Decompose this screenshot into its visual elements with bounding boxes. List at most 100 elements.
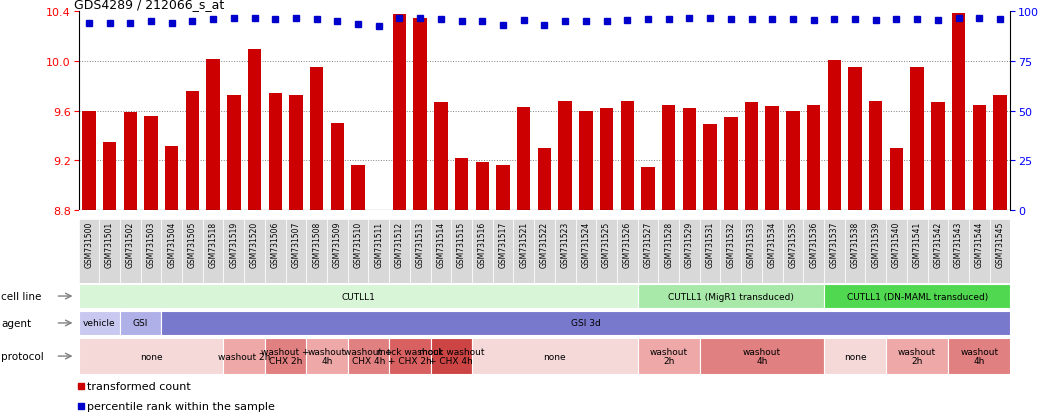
Bar	[638, 284, 824, 309]
Bar	[827, 61, 841, 211]
Bar	[928, 219, 949, 283]
Bar	[223, 219, 244, 283]
Text: GSM731509: GSM731509	[333, 221, 342, 268]
Text: GSM731508: GSM731508	[312, 221, 321, 267]
Text: GSM731521: GSM731521	[519, 221, 529, 267]
Bar	[493, 219, 513, 283]
Bar	[286, 219, 307, 283]
Bar	[248, 50, 262, 211]
Bar	[699, 219, 720, 283]
Bar	[496, 166, 510, 211]
Text: CUTLL1: CUTLL1	[341, 292, 375, 301]
Text: GSM731526: GSM731526	[623, 221, 631, 267]
Bar	[203, 219, 223, 283]
Text: washout
2h: washout 2h	[649, 347, 688, 366]
Text: GSM731500: GSM731500	[85, 221, 93, 268]
Bar	[848, 68, 862, 211]
Bar	[124, 113, 137, 211]
Bar	[869, 102, 883, 211]
Text: washout
4h: washout 4h	[742, 347, 781, 366]
Text: GSM731516: GSM731516	[477, 221, 487, 267]
Bar	[845, 219, 866, 283]
Text: vehicle: vehicle	[83, 319, 115, 328]
Text: agent: agent	[1, 318, 31, 328]
Bar	[451, 219, 472, 283]
Text: mock washout
+ CHX 2h: mock washout + CHX 2h	[377, 347, 443, 366]
Text: GSM731534: GSM731534	[767, 221, 777, 268]
Text: GSM731532: GSM731532	[727, 221, 735, 267]
Bar	[949, 219, 968, 283]
Text: none: none	[543, 352, 566, 361]
Bar	[596, 219, 617, 283]
Bar	[389, 339, 430, 374]
Bar	[352, 166, 364, 211]
Text: GSM731536: GSM731536	[809, 221, 818, 268]
Bar	[268, 94, 282, 211]
Bar	[803, 219, 824, 283]
Bar	[907, 219, 928, 283]
Text: GSM731539: GSM731539	[871, 221, 881, 268]
Bar	[641, 167, 654, 211]
Text: GSM731538: GSM731538	[850, 221, 860, 267]
Text: GSM731533: GSM731533	[747, 221, 756, 268]
Text: washout
4h: washout 4h	[960, 347, 999, 366]
Bar	[161, 219, 182, 283]
Bar	[513, 219, 534, 283]
Bar	[182, 219, 203, 283]
Text: GSM731531: GSM731531	[706, 221, 715, 267]
Text: GSM731528: GSM731528	[664, 221, 673, 267]
Bar	[765, 107, 779, 211]
Bar	[886, 339, 949, 374]
Bar	[931, 103, 944, 211]
Text: GSM731544: GSM731544	[975, 221, 984, 268]
Text: GSM731502: GSM731502	[126, 221, 135, 267]
Bar	[704, 125, 717, 211]
Bar	[454, 159, 468, 211]
Bar	[558, 102, 572, 211]
Bar	[165, 146, 178, 211]
Text: GSM731524: GSM731524	[581, 221, 591, 267]
Text: washout +
CHX 4h: washout + CHX 4h	[344, 347, 393, 366]
Bar	[720, 219, 741, 283]
Bar	[886, 219, 907, 283]
Text: GSM731529: GSM731529	[685, 221, 694, 267]
Bar	[227, 95, 241, 211]
Bar	[824, 284, 1010, 309]
Text: GSM731537: GSM731537	[830, 221, 839, 268]
Bar	[807, 105, 821, 211]
Text: GSM731504: GSM731504	[168, 221, 176, 268]
Bar	[120, 219, 140, 283]
Bar	[579, 112, 593, 211]
Text: GSI: GSI	[133, 319, 149, 328]
Bar	[472, 219, 493, 283]
Bar	[79, 219, 99, 283]
Bar	[144, 116, 158, 211]
Bar	[890, 149, 904, 211]
Text: percentile rank within the sample: percentile rank within the sample	[87, 401, 274, 411]
Text: GSM731519: GSM731519	[229, 221, 239, 267]
Text: GSM731527: GSM731527	[644, 221, 652, 267]
Text: GSM731518: GSM731518	[208, 221, 218, 267]
Text: GSM731545: GSM731545	[996, 221, 1004, 268]
Bar	[994, 95, 1007, 211]
Bar	[638, 339, 699, 374]
Bar	[638, 219, 659, 283]
Text: GSM731542: GSM731542	[933, 221, 942, 267]
Text: protocol: protocol	[1, 351, 44, 361]
Bar	[79, 284, 638, 309]
Bar	[372, 211, 385, 291]
Text: GSM731510: GSM731510	[354, 221, 362, 267]
Bar	[989, 219, 1010, 283]
Bar	[265, 339, 307, 374]
Bar	[393, 15, 406, 211]
Bar	[289, 95, 303, 211]
Bar	[348, 339, 389, 374]
Text: none: none	[139, 352, 162, 361]
Text: GSM731515: GSM731515	[458, 221, 466, 267]
Bar	[534, 219, 555, 283]
Bar	[683, 109, 696, 211]
Bar	[120, 311, 161, 335]
Bar	[973, 105, 986, 211]
Bar	[369, 219, 389, 283]
Bar	[555, 219, 576, 283]
